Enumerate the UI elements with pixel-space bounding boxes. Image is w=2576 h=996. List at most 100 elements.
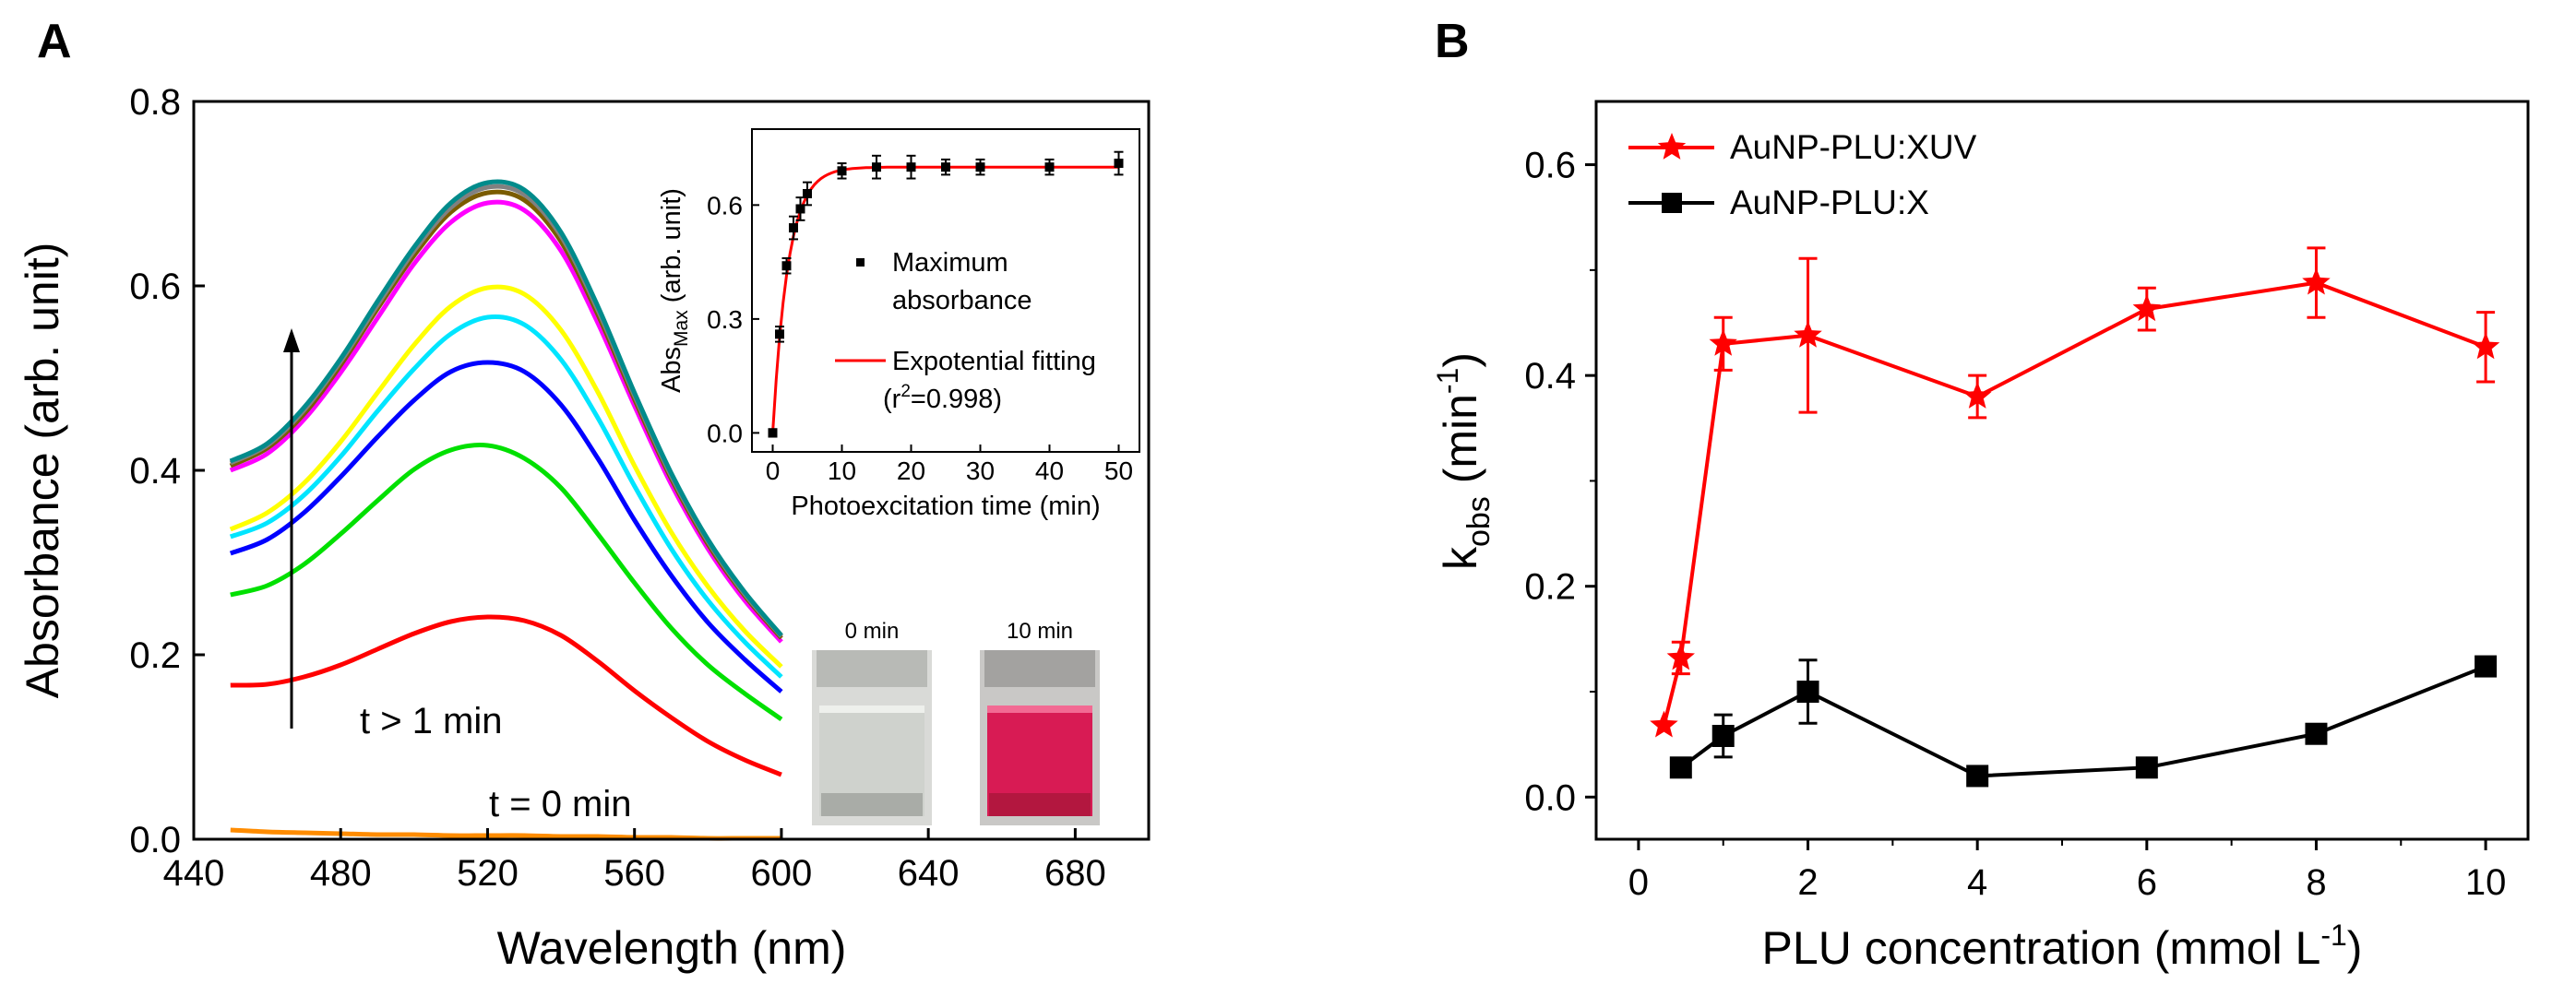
spectrum-curve-4 <box>229 314 783 679</box>
b-x-tick-label: 2 <box>1797 862 1818 903</box>
b-x-tick-label: 6 <box>2137 862 2157 903</box>
inset-x-tick-label: 0 <box>766 456 781 485</box>
x-point <box>1711 725 1735 747</box>
inset-points <box>768 150 1124 438</box>
spectrum-curve-5 <box>229 284 783 669</box>
panel-a-curves <box>229 179 783 841</box>
inset-x-tick-label: 20 <box>897 456 925 485</box>
spectrum-curve-6 <box>229 199 783 644</box>
panel-b-series <box>1650 246 2500 788</box>
a-x-tick-label: 440 <box>163 853 225 894</box>
inset-legend-point-marker <box>856 258 865 267</box>
x-point <box>1966 765 1989 788</box>
a-y-tick-label: 0.4 <box>129 451 181 492</box>
spectrum-curve-0 <box>230 827 781 841</box>
t-zero-label: t = 0 min <box>489 784 632 824</box>
vial-10-top <box>984 650 1095 687</box>
inset-point <box>781 261 792 271</box>
vial-10-meniscus <box>987 706 1092 713</box>
a-x-tick-label: 520 <box>457 853 519 894</box>
inset-point <box>1114 159 1124 169</box>
vial-0-top <box>817 650 927 687</box>
x-point <box>1669 756 1692 779</box>
inset-point <box>789 223 798 233</box>
b-y-tick-label: 0.6 <box>1524 146 1576 186</box>
xuv-point <box>2132 294 2161 322</box>
xuv-point <box>1666 643 1695 670</box>
time-arrow-head <box>283 328 300 352</box>
inset-point <box>768 428 778 438</box>
a-y-tick-label: 0.0 <box>129 820 181 860</box>
inset-y-ticks: 0.0 0.3 0.6 <box>707 191 759 447</box>
spectrum-curve-3 <box>229 360 783 694</box>
xuv-point <box>1709 328 1737 356</box>
inset-frame <box>751 128 1140 453</box>
xuv-point <box>2471 332 2500 360</box>
panel-a-y-ticks: 0.0 0.2 0.4 0.6 0.8 <box>129 82 205 860</box>
xuv-point <box>1963 382 1992 409</box>
inset-point <box>975 162 985 172</box>
panel-b-x-axis-label: PLU concentration (mmol L-1) <box>1762 919 2363 974</box>
inset-x-tick-label: 50 <box>1104 456 1133 485</box>
a-x-tick-label: 640 <box>898 853 960 894</box>
x-point <box>2475 655 2498 678</box>
legend-x-label: AuNP-PLU:X <box>1730 184 1929 221</box>
vial-10-base <box>989 793 1091 816</box>
panel-b-x-ticks: 0 2 4 6 8 10 <box>1628 839 2507 903</box>
inset-x-tick-label: 40 <box>1035 456 1064 485</box>
inset-legend-fit: Expotential fitting <box>892 347 1096 376</box>
inset-y-tick-label: 0.6 <box>707 191 743 219</box>
xuv-point <box>2302 267 2331 295</box>
inset-x-tick-label: 30 <box>966 456 995 485</box>
inset-x-axis-label: Photoexcitation time (min) <box>791 492 1100 521</box>
b-x-tick-label: 0 <box>1628 862 1649 903</box>
inset-point <box>1044 162 1055 172</box>
panel-a-x-ticks: 440 480 520 560 600 640 680 <box>163 828 1106 894</box>
inset-point <box>941 162 950 172</box>
inset-legend-r2: (r2=0.998) <box>883 382 1002 414</box>
arrow-label: t > 1 min <box>360 701 503 741</box>
vial-0-base <box>821 793 923 816</box>
b-y-tick-label: 0.2 <box>1524 567 1576 608</box>
a-y-tick-label: 0.6 <box>129 267 181 307</box>
b-x-tick-label: 10 <box>2465 862 2507 903</box>
inset-point <box>795 204 805 214</box>
panel-b-legend: AuNP-PLU:XUV AuNP-PLU:X <box>1628 128 1977 221</box>
panel-b-letter: B <box>1435 15 1470 68</box>
vial-0-meniscus <box>819 706 924 713</box>
panel-a-y-axis-label: Absorbance (arb. unit) <box>17 243 68 699</box>
photo-label-0: 0 min <box>845 619 900 644</box>
x-point <box>2135 756 2158 779</box>
x-point <box>2305 722 2328 745</box>
inset-y-tick-label: 0.3 <box>707 305 743 334</box>
inset-legend-points-line2: absorbance <box>892 286 1032 315</box>
inset-point <box>906 162 916 172</box>
a-y-tick-label: 0.8 <box>129 82 181 123</box>
inset-y-axis-label: AbsMax (arb. unit) <box>657 188 692 393</box>
series-line-0 <box>1662 280 2487 727</box>
inset-point <box>803 189 812 198</box>
inset-point <box>775 329 784 339</box>
inset-y-tick-label: 0.0 <box>707 419 743 447</box>
inset-legend-points-line1: Maximum <box>892 248 1008 278</box>
xuv-point <box>1794 320 1822 348</box>
x-point <box>1796 681 1819 703</box>
spectrum-curve-9 <box>229 179 783 637</box>
b-y-tick-label: 0.0 <box>1524 777 1576 818</box>
photo-label-10: 10 min <box>1007 619 1073 644</box>
a-x-tick-label: 480 <box>310 853 372 894</box>
legend-xuv-star-marker <box>1657 133 1687 160</box>
panel-b-y-axis-label: kobs (min-1) <box>1431 352 1497 570</box>
legend-xuv-label: AuNP-PLU:XUV <box>1730 128 1977 166</box>
a-y-tick-label: 0.2 <box>129 635 181 676</box>
inset-x-tick-label: 10 <box>828 456 856 485</box>
spectrum-curve-2 <box>230 443 783 722</box>
photo-0-min: 0 min <box>812 619 932 825</box>
a-x-tick-label: 600 <box>751 853 813 894</box>
a-x-tick-label: 680 <box>1044 853 1106 894</box>
inset-x-ticks: 0 10 20 30 40 50 <box>766 445 1133 485</box>
inset-point <box>837 166 847 176</box>
legend-x-square-marker <box>1662 193 1682 213</box>
panel-a-x-axis-label: Wavelength (nm) <box>497 922 847 974</box>
